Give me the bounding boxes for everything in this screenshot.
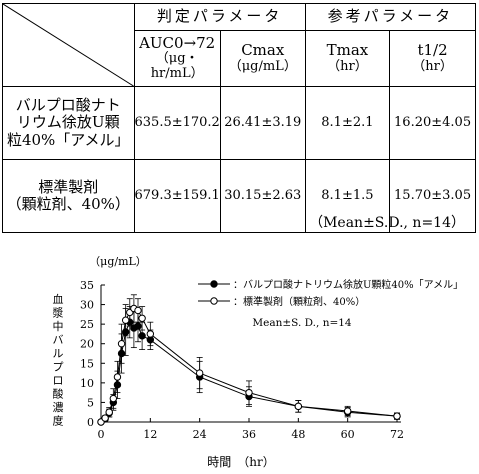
y-axis-title-char: ル (53, 347, 64, 360)
legend-label: ：バルプロ酸ナトリウム徐放U顆粒40%「アメル」 (233, 278, 463, 291)
y-axis-title-char: バ (53, 334, 64, 347)
row-label-line: バルプロ酸ナト (15, 96, 121, 115)
column-unit: （μg・hr/mL） (150, 51, 204, 82)
row-label-line: 標準製剤 (38, 177, 99, 196)
y-tick-label: 30 (80, 299, 94, 312)
table-cell: 15.70±3.05 (389, 159, 476, 233)
table-row: バルプロ酸ナト リウム徐放U顆 粒40%「アメル」 635.5±170.2 26… (2, 86, 476, 160)
data-point (138, 314, 146, 322)
data-point (146, 330, 155, 338)
y-axis-title-char: 度 (53, 414, 64, 428)
y-axis-title-char: 血 (53, 292, 64, 306)
data-point (109, 394, 118, 403)
data-point (195, 369, 204, 377)
table-cell: 16.20±4.05 (389, 86, 476, 160)
legend-label: ：標準製剤（顆粒剤、40%） (233, 295, 365, 308)
pk-parameter-table: 判定パラメータ 参考パラメータ AUC0→72 （μg・hr/mL） Cmax … (2, 3, 477, 233)
data-point (134, 322, 142, 330)
column-header-auc: AUC0→72 （μg・hr/mL） (133, 30, 221, 87)
row-label: 標準製剤 （顆粒剤、40%） (2, 159, 135, 233)
group-header-reference: 参考パラメータ (304, 3, 477, 31)
y-tick-label: 35 (80, 279, 94, 292)
x-tick-label: 12 (143, 428, 157, 441)
table-cell: 679.3±159.1 (133, 159, 221, 233)
column-header-cmax: Cmax （μg/mL） (219, 30, 306, 87)
table-cell: 635.5±170.2 (133, 86, 221, 160)
column-name: t1/2 (417, 41, 448, 60)
row-label-line: （顆粒剤、40%） (6, 195, 130, 213)
y-axis-title-char: 濃 (53, 400, 64, 414)
stats-note: Mean±S. D., n=14 (252, 317, 352, 329)
table-corner-cell (2, 3, 135, 87)
group-header-primary: 判定パラメータ (133, 3, 306, 31)
x-tick-label: 36 (242, 428, 256, 441)
column-name: Cmax (241, 41, 285, 60)
y-tick-label: 20 (80, 338, 94, 351)
y-axis-title-char: 酸 (53, 387, 64, 401)
data-point (101, 414, 109, 422)
y-unit-label: （μg/mL） (89, 255, 147, 268)
row-label-line: リウム徐放U顆 (16, 113, 120, 132)
x-tick-label: 48 (291, 428, 305, 441)
data-point (343, 407, 352, 415)
x-tick-label: 72 (390, 428, 404, 441)
table-cell: 26.41±3.19 (219, 86, 306, 160)
data-point (113, 373, 122, 381)
data-point (105, 408, 113, 416)
data-point (134, 306, 142, 315)
data-point (294, 402, 303, 411)
column-unit: （hr） (327, 58, 368, 74)
x-axis-title: 時間 （hr） (207, 455, 274, 469)
data-point (393, 412, 401, 420)
column-name: Tmax (326, 41, 369, 60)
data-point (117, 340, 126, 348)
table-row: 標準製剤 （顆粒剤、40%） 679.3±159.1 30.15±2.63 8.… (2, 159, 476, 233)
table-cell: 8.1±2.1 (304, 86, 391, 160)
table-cell: 8.1±1.5 (304, 159, 391, 233)
y-axis-title-char: 中 (53, 320, 64, 333)
data-point (138, 332, 146, 340)
y-tick-label: 10 (80, 377, 94, 390)
column-unit: （μg/mL） (228, 58, 297, 74)
legend-marker (210, 297, 218, 305)
legend-marker (210, 280, 218, 288)
table-cell: 30.15±2.63 (219, 159, 306, 233)
y-tick-label: 25 (80, 318, 94, 331)
column-header-tmax: Tmax （hr） (304, 30, 391, 87)
data-point (121, 316, 130, 324)
y-axis-title-char: 漿 (53, 306, 64, 320)
column-header-half-life: t1/2 （hr） (389, 30, 476, 87)
x-tick-label: 0 (98, 428, 105, 441)
x-tick-label: 24 (193, 428, 207, 441)
column-name: AUC0→72 (139, 33, 216, 52)
y-tick-label: 15 (80, 357, 94, 370)
row-label: バルプロ酸ナト リウム徐放U顆 粒40%「アメル」 (2, 86, 135, 160)
concentration-time-chart: 0 5 10 15 20 25 30 35 0 12 24 36 48 60 72 （μg/mL） 時間 （hr… (53, 255, 464, 469)
table-footnote: （Mean±S.D., n=14） (309, 215, 465, 231)
data-point (245, 388, 253, 397)
row-label-line: 粒40%「アメル」 (6, 130, 130, 149)
y-tick-label: 0 (87, 416, 94, 429)
y-axis-title-char: ロ (53, 374, 64, 387)
column-unit: （hr） (412, 58, 453, 74)
x-tick-label: 60 (341, 428, 355, 441)
y-axis-title-char: プ (53, 361, 64, 374)
y-tick-label: 5 (87, 396, 94, 409)
